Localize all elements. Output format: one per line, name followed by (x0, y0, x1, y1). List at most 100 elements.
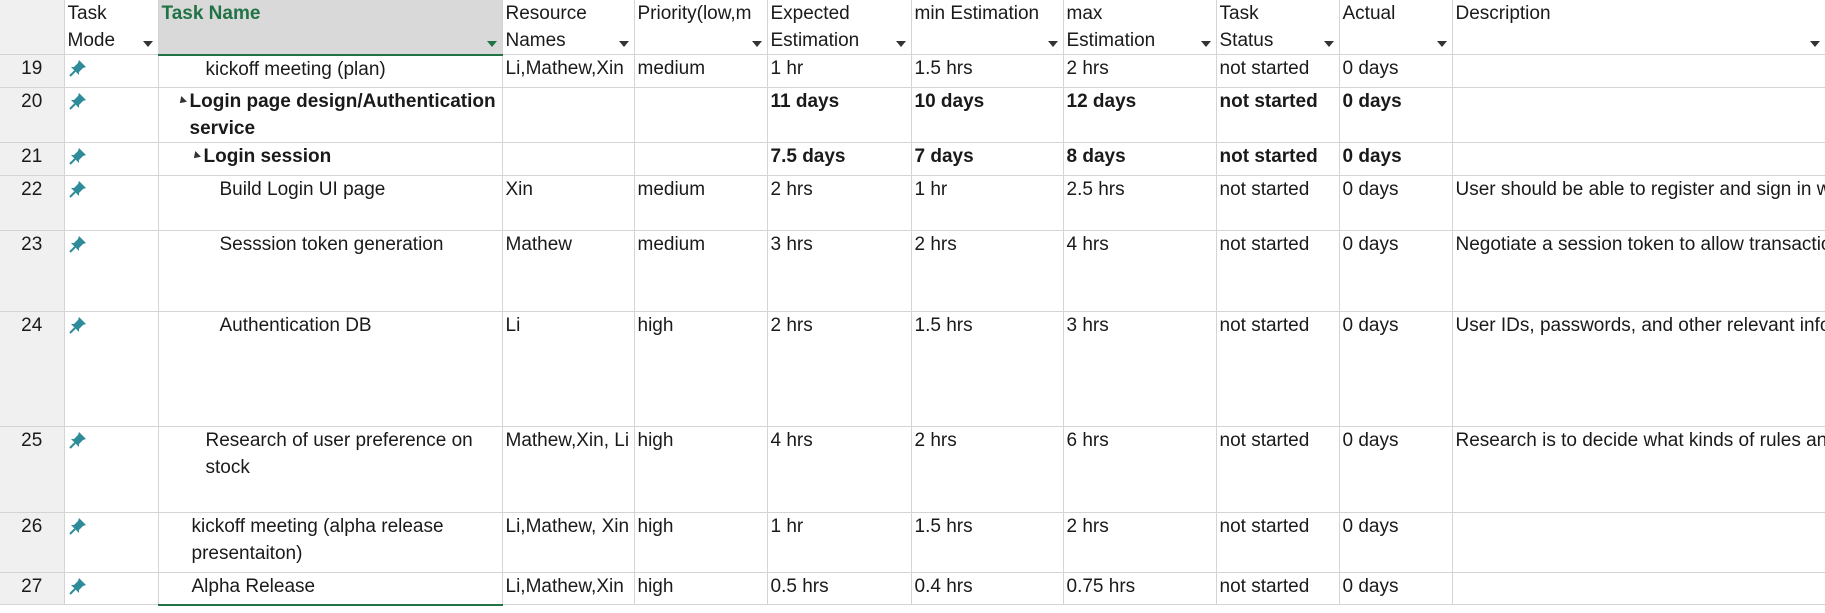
max-estimation-cell[interactable]: 12 days (1063, 87, 1217, 143)
actual-cell[interactable]: 0 days (1339, 512, 1453, 573)
max-estimation-cell[interactable]: 0.75 hrs (1063, 572, 1217, 605)
resource-names-cell[interactable]: Li,Mathew,Xin (502, 54, 635, 88)
max-estimation-cell[interactable]: 3 hrs (1063, 311, 1217, 427)
task-mode-cell[interactable] (64, 142, 159, 176)
priority-cell[interactable] (634, 142, 768, 176)
actual-cell[interactable]: 0 days (1339, 230, 1453, 312)
row-number[interactable]: 23 (0, 230, 65, 312)
task-status-cell[interactable]: not started (1216, 572, 1340, 605)
chevron-down-icon[interactable] (618, 41, 629, 47)
min-estimation-cell[interactable]: 1.5 hrs (911, 512, 1064, 573)
row-number[interactable]: 21 (0, 142, 65, 176)
column-header-priority[interactable]: Priority(low,m (634, 0, 768, 55)
expected-estimation-cell[interactable]: 7.5 days (767, 142, 912, 176)
expected-estimation-cell[interactable]: 0.5 hrs (767, 572, 912, 605)
task-mode-cell[interactable] (64, 54, 159, 88)
priority-cell[interactable]: high (634, 572, 768, 605)
chevron-down-icon[interactable] (895, 41, 906, 47)
table-row[interactable]: 27 Alpha Release Li,Mathew,Xin high 0.5 hrs 0… (0, 572, 1825, 606)
description-cell[interactable] (1452, 87, 1825, 143)
column-header-actual[interactable]: Actual (1339, 0, 1453, 55)
actual-cell[interactable]: 0 days (1339, 311, 1453, 427)
description-cell[interactable]: Research is to decide what kinds of rule… (1452, 426, 1825, 513)
task-name-cell[interactable]: Login page design/Authentication service (158, 87, 503, 143)
row-number[interactable]: 25 (0, 426, 65, 513)
task-status-cell[interactable]: not started (1216, 54, 1340, 88)
priority-cell[interactable]: high (634, 426, 768, 513)
priority-cell[interactable]: high (634, 512, 768, 573)
description-cell[interactable] (1452, 54, 1825, 88)
expected-estimation-cell[interactable]: 11 days (767, 87, 912, 143)
expected-estimation-cell[interactable]: 2 hrs (767, 311, 912, 427)
task-status-cell[interactable]: not started (1216, 87, 1340, 143)
table-row[interactable]: 22 Build Login UI page Xin medium 2 hrs 1 hr 2… (0, 175, 1825, 231)
task-name-cell[interactable]: kickoff meeting (alpha release presentai… (158, 512, 503, 573)
task-name-cell[interactable]: Alpha Release (158, 572, 503, 606)
task-status-cell[interactable]: not started (1216, 426, 1340, 513)
task-mode-cell[interactable] (64, 175, 159, 231)
resource-names-cell[interactable]: Li (502, 311, 635, 427)
row-number[interactable]: 27 (0, 572, 65, 605)
chevron-down-icon[interactable] (142, 41, 153, 47)
row-number[interactable]: 20 (0, 87, 65, 143)
task-name-cell[interactable]: Authentication DB (158, 311, 503, 427)
max-estimation-cell[interactable]: 6 hrs (1063, 426, 1217, 513)
task-mode-cell[interactable] (64, 230, 159, 312)
max-estimation-cell[interactable]: 8 days (1063, 142, 1217, 176)
task-status-cell[interactable]: not started (1216, 142, 1340, 176)
priority-cell[interactable]: high (634, 311, 768, 427)
task-mode-cell[interactable] (64, 426, 159, 513)
priority-cell[interactable] (634, 87, 768, 143)
chevron-down-icon[interactable] (1200, 41, 1211, 47)
expected-estimation-cell[interactable]: 1 hr (767, 54, 912, 88)
chevron-down-icon[interactable] (486, 40, 497, 47)
min-estimation-cell[interactable]: 0.4 hrs (911, 572, 1064, 605)
actual-cell[interactable]: 0 days (1339, 426, 1453, 513)
task-mode-cell[interactable] (64, 572, 159, 605)
table-row[interactable]: 24 Authentication DB Li high 2 hrs 1.5 hrs 3 h… (0, 311, 1825, 427)
row-number[interactable]: 19 (0, 54, 65, 88)
priority-cell[interactable]: medium (634, 54, 768, 88)
resource-names-cell[interactable]: Mathew (502, 230, 635, 312)
expected-estimation-cell[interactable]: 2 hrs (767, 175, 912, 231)
task-mode-cell[interactable] (64, 311, 159, 427)
chevron-down-icon[interactable] (1809, 41, 1820, 47)
actual-cell[interactable]: 0 days (1339, 54, 1453, 88)
task-mode-cell[interactable] (64, 87, 159, 143)
min-estimation-cell[interactable]: 1 hr (911, 175, 1064, 231)
min-estimation-cell[interactable]: 2 hrs (911, 426, 1064, 513)
task-status-cell[interactable]: not started (1216, 512, 1340, 573)
min-estimation-cell[interactable]: 1.5 hrs (911, 54, 1064, 88)
task-mode-cell[interactable] (64, 512, 159, 573)
description-cell[interactable]: User IDs, passwords, and other relevant … (1452, 311, 1825, 427)
chevron-down-icon[interactable] (1323, 41, 1334, 47)
chevron-down-icon[interactable] (1047, 41, 1058, 47)
description-cell[interactable] (1452, 572, 1825, 605)
min-estimation-cell[interactable]: 7 days (911, 142, 1064, 176)
resource-names-cell[interactable] (502, 87, 635, 143)
resource-names-cell[interactable]: Li,Mathew, Xin (502, 512, 635, 573)
max-estimation-cell[interactable]: 2 hrs (1063, 512, 1217, 573)
max-estimation-cell[interactable]: 2 hrs (1063, 54, 1217, 88)
priority-cell[interactable]: medium (634, 230, 768, 312)
actual-cell[interactable]: 0 days (1339, 572, 1453, 605)
resource-names-cell[interactable]: Mathew,Xin, Li (502, 426, 635, 513)
table-row[interactable]: 25 Research of user preference on stock Ma… (0, 426, 1825, 513)
task-status-cell[interactable]: not started (1216, 175, 1340, 231)
resource-names-cell[interactable] (502, 142, 635, 176)
column-header-min[interactable]: min Estimation (911, 0, 1064, 55)
actual-cell[interactable]: 0 days (1339, 175, 1453, 231)
resource-names-cell[interactable]: Li,Mathew,Xin (502, 572, 635, 605)
task-status-cell[interactable]: not started (1216, 230, 1340, 312)
column-header-task-mode[interactable]: Task Mode (64, 0, 159, 55)
table-row[interactable]: 19 kickoff meeting (plan) Li,Mathew,Xin med… (0, 54, 1825, 88)
task-name-cell[interactable]: Sesssion token generation (158, 230, 503, 312)
description-cell[interactable]: User should be able to register and sign… (1452, 175, 1825, 231)
min-estimation-cell[interactable]: 2 hrs (911, 230, 1064, 312)
expected-estimation-cell[interactable]: 1 hr (767, 512, 912, 573)
chevron-down-icon[interactable] (1436, 41, 1447, 47)
table-row[interactable]: 21 Login session 7.5 days 7 days 8 days not s… (0, 142, 1825, 176)
collapse-triangle-icon[interactable] (190, 151, 201, 161)
expected-estimation-cell[interactable]: 4 hrs (767, 426, 912, 513)
task-name-cell[interactable]: Research of user preference on stock (158, 426, 503, 513)
